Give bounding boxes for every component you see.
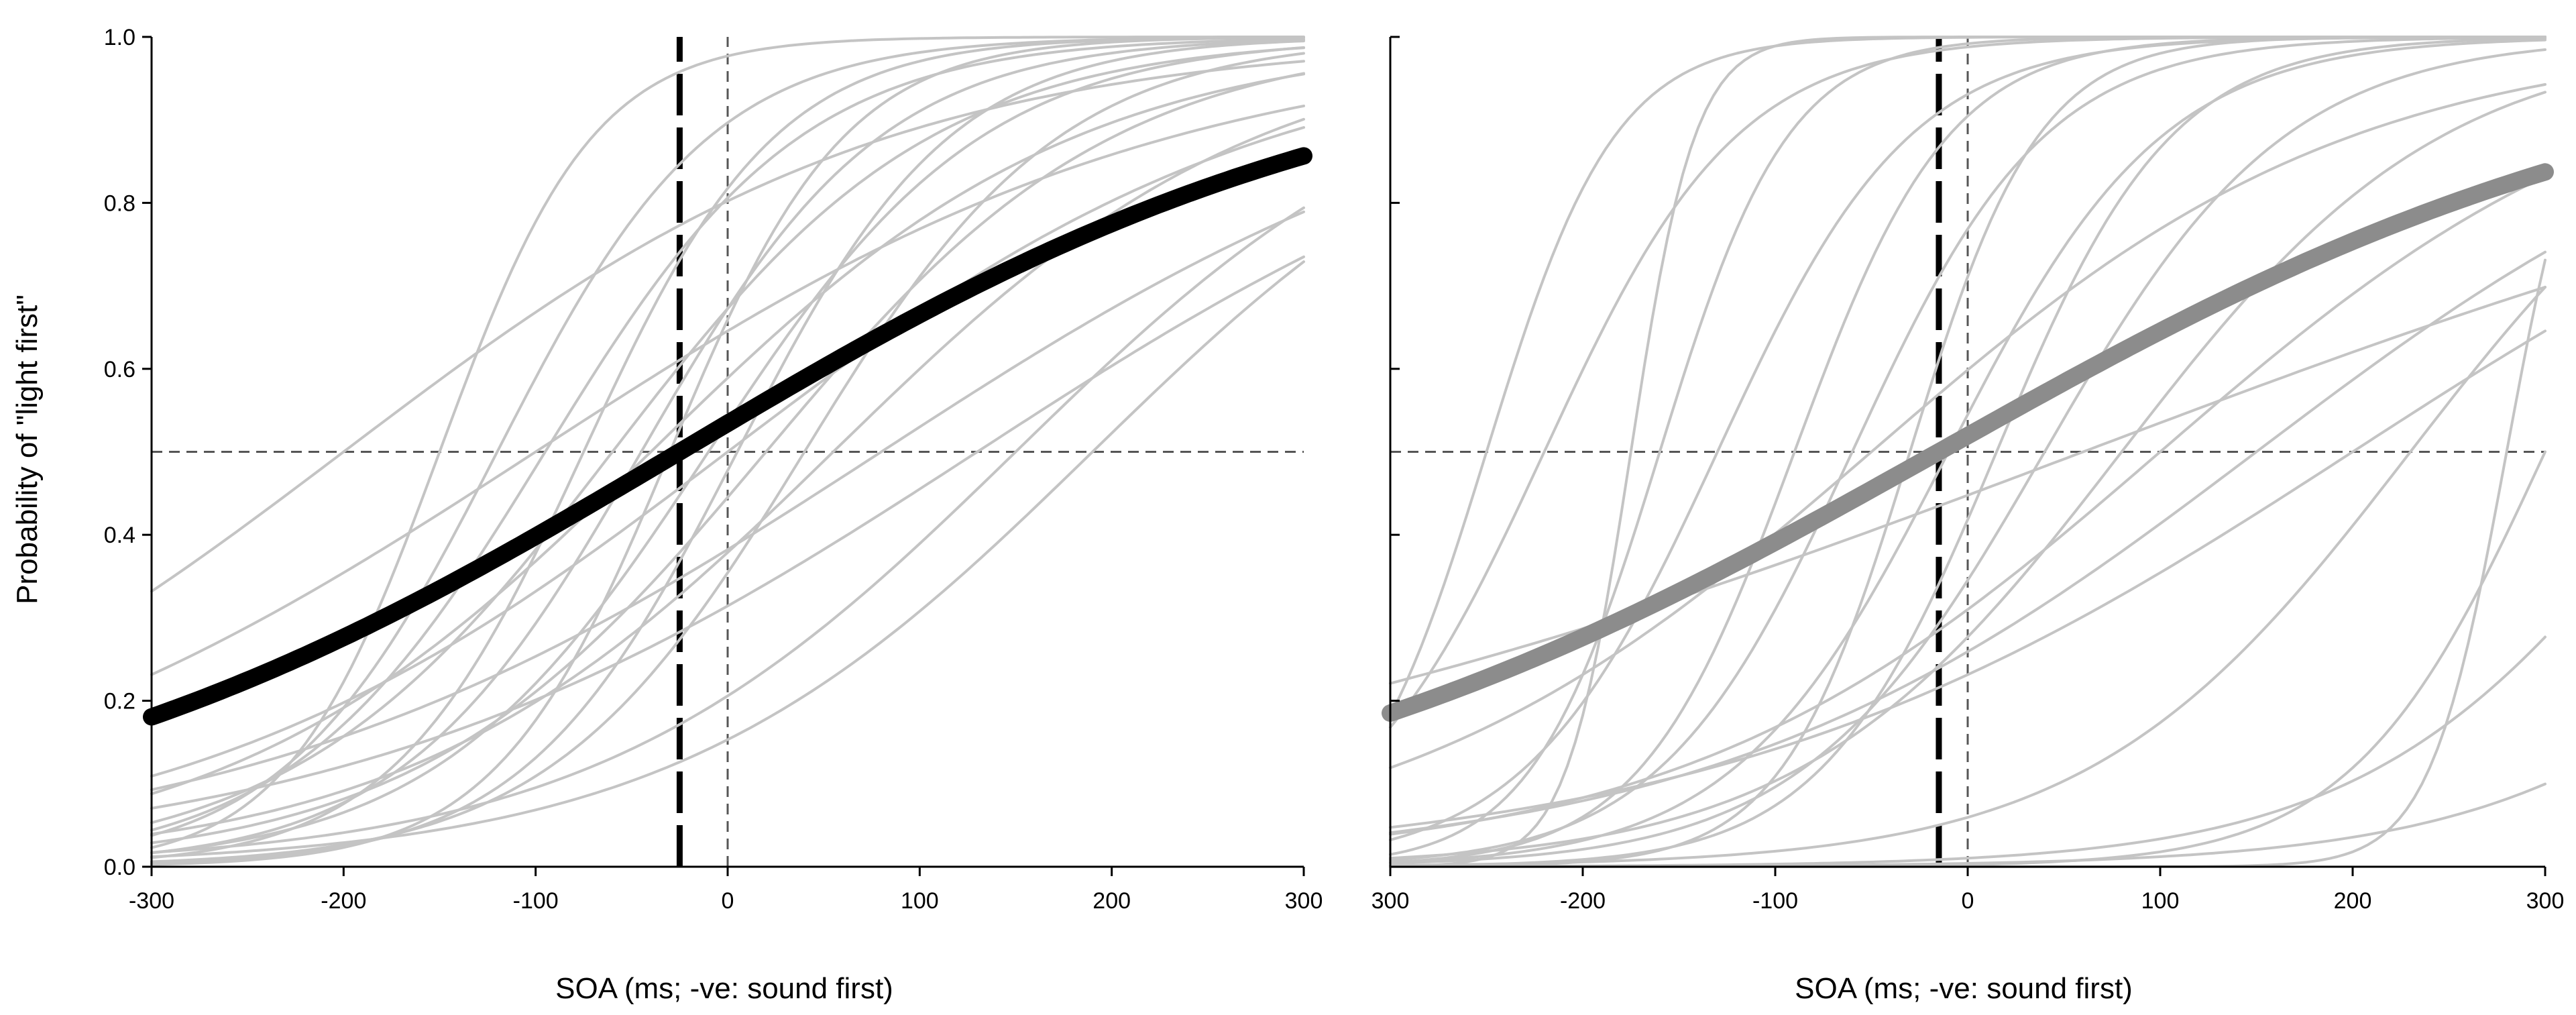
- left-y-tick-label: 0.6: [104, 357, 135, 382]
- left-individual-curve-17: [150, 206, 1305, 854]
- right-x-tick-label: 200: [2334, 888, 2372, 914]
- left-individual-curve-14: [150, 104, 1305, 676]
- right-mean-curve-layer: [1382, 163, 2554, 722]
- left-individual-curve-9: [150, 40, 1305, 865]
- right-individual-curve-13: [1389, 83, 2546, 769]
- right-individual-curve-16: [1389, 329, 2546, 829]
- left-y-tick-label: 0.0: [104, 855, 135, 880]
- left-panel: -300 -200 -100 0 100 200 300 0.0 0.2 0.4 0.6 0.8 1.0…: [104, 25, 1323, 1005]
- right-x-tick-label: -200: [1560, 888, 1606, 914]
- left-x-tick-label: 300: [1285, 888, 1323, 914]
- right-x-tick-label: 100: [2141, 888, 2180, 914]
- left-individual-curve-20: [150, 126, 1305, 778]
- right-individual-curve-17: [1389, 286, 2546, 867]
- right-individual-curve-12: [1389, 91, 2546, 860]
- left-axes: -300 -200 -100 0 100 200 300 0.0 0.2 0.4 0.6 0.8 1.0: [104, 25, 1323, 914]
- left-individual-curve-10: [150, 72, 1305, 845]
- left-x-axis-title: SOA (ms; -ve: sound first): [555, 972, 893, 1005]
- left-x-tick-label: 0: [722, 888, 734, 914]
- right-mean-curve: [1382, 163, 2554, 722]
- right-individual-curve-10: [1389, 37, 2546, 867]
- right-individual-curve-11: [1389, 48, 2546, 865]
- right-individual-curve-15: [1389, 250, 2546, 835]
- left-x-tick-label: 200: [1093, 888, 1131, 914]
- left-individual-curve-12: [150, 117, 1305, 836]
- right-individual-curve-7: [1389, 36, 2546, 861]
- left-individual-curve-18: [150, 260, 1305, 859]
- left-y-tick-label: 1.0: [104, 25, 135, 50]
- left-individual-curve-11: [150, 52, 1305, 863]
- left-y-tick-label: 0.2: [104, 689, 135, 714]
- left-y-tick-label: 0.4: [104, 523, 135, 548]
- left-individual-curve-1: [150, 36, 1305, 849]
- left-individual-curve-15: [150, 210, 1305, 792]
- left-individual-curve-6: [150, 38, 1305, 855]
- left-x-tick-label: -100: [513, 888, 559, 914]
- left-mean-curve: [143, 147, 1312, 726]
- left-x-tick-label: -200: [321, 888, 366, 914]
- right-x-axis-title: SOA (ms; -ve: sound first): [1795, 972, 2133, 1005]
- right-axes: 300 -200 -100 0 100 200 300: [1371, 36, 2565, 914]
- left-individual-curve-19: [150, 72, 1305, 796]
- right-x-tick-label: 300: [2526, 888, 2565, 914]
- right-panel: 300 -200 -100 0 100 200 300 SOA (ms; -ve: soun…: [1371, 36, 2565, 1005]
- left-y-tick-label: 0.8: [104, 191, 135, 216]
- y-axis-title: Probability of "light first": [11, 295, 44, 604]
- left-individual-curves: [150, 36, 1305, 866]
- right-x-tick-label: 300: [1371, 888, 1410, 914]
- left-individual-curve-13: [150, 60, 1305, 593]
- right-x-tick-label: -100: [1752, 888, 1798, 914]
- left-mean-curve-layer: [143, 147, 1312, 726]
- right-individual-curve-9: [1389, 38, 2546, 864]
- left-x-tick-label: 100: [901, 888, 939, 914]
- left-x-tick-label: -300: [129, 888, 174, 914]
- left-individual-curve-3: [150, 38, 1305, 832]
- left-individual-curve-16: [150, 255, 1305, 810]
- right-x-tick-label: 0: [1962, 888, 1974, 914]
